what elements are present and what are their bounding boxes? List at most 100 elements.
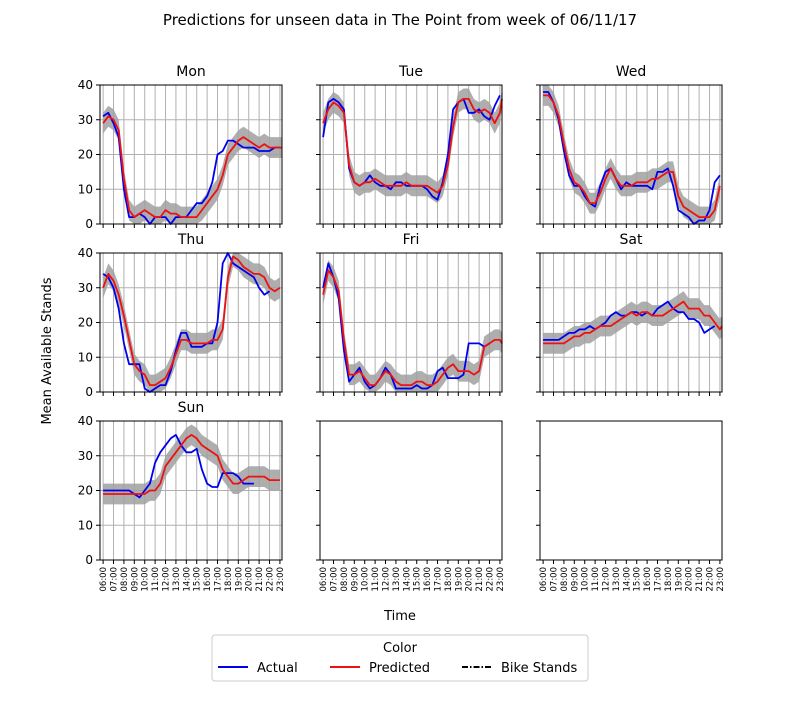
x-tick-label: 06:00 xyxy=(319,567,329,592)
y-tick-label: 20 xyxy=(78,484,93,498)
x-tick-label: 14:00 xyxy=(622,567,632,592)
empty-panel: 06:00 07:00 08:00 09:00 10:00 11:00 12:00 13:00… xyxy=(316,420,506,592)
x-tick-label: 08:00 xyxy=(560,567,570,592)
x-tick-label: 17:00 xyxy=(214,567,224,592)
y-tick-label: 0 xyxy=(85,385,93,399)
panel-thu: Thu 0 10 20 30 40 xyxy=(78,232,283,399)
y-tick-label: 20 xyxy=(78,316,93,330)
x-tick-label: 20:00 xyxy=(685,567,695,592)
x-tick-label: 09:00 xyxy=(350,567,360,592)
x-tick-label: 11:00 xyxy=(591,567,601,592)
x-tick-label: 09:00 xyxy=(130,567,140,592)
x-tick-label: 13:00 xyxy=(392,567,402,592)
x-tick-label: 21:00 xyxy=(255,567,265,592)
panel-title: Fri xyxy=(403,232,420,248)
x-tick-label: 20:00 xyxy=(465,567,475,592)
y-tick-label: 40 xyxy=(78,414,93,428)
confidence-band xyxy=(543,85,720,224)
x-tick-label: 11:00 xyxy=(371,567,381,592)
panel-sat: Sat xyxy=(536,232,723,396)
x-tick-label: 12:00 xyxy=(382,567,392,592)
x-tick-label: 10:00 xyxy=(581,567,591,592)
predicted-line xyxy=(102,255,281,387)
panel-sun: Sun 0 10 20 30 40 06:00 07:00 08:00 09:00 10:00 11:… xyxy=(78,400,286,592)
panel-mon: Mon 0 10 20 30 40 xyxy=(78,64,283,231)
x-tick-label: 10:00 xyxy=(141,567,151,592)
confidence-band xyxy=(103,424,280,505)
x-tick-label: 22:00 xyxy=(486,567,496,592)
y-tick-label: 40 xyxy=(78,78,93,92)
x-tick-label: 22:00 xyxy=(266,567,276,592)
x-tick-label: 09:00 xyxy=(570,567,580,592)
y-tick-label: 10 xyxy=(78,182,93,196)
y-tick-label: 30 xyxy=(78,449,93,463)
legend-label-actual: Actual xyxy=(257,661,298,676)
panel-title: Mon xyxy=(176,64,206,80)
y-tick-label: 10 xyxy=(78,518,93,532)
y-tick-label: 10 xyxy=(78,350,93,364)
figure-title: Predictions for unseen data in The Point… xyxy=(163,11,637,29)
x-tick-label: 19:00 xyxy=(674,567,684,592)
x-tick-label: 12:00 xyxy=(602,567,612,592)
x-axis-label: Time xyxy=(383,609,416,624)
panel-title: Tue xyxy=(398,64,423,80)
x-tick-label: 13:00 xyxy=(612,567,622,592)
y-tick-label: 0 xyxy=(85,217,93,231)
panel-tue: Tue xyxy=(316,64,503,228)
y-tick-label: 40 xyxy=(78,246,93,260)
x-tick-label: 23:00 xyxy=(496,567,506,592)
x-tick-label: 16:00 xyxy=(423,567,433,592)
x-tick-label: 08:00 xyxy=(120,567,130,592)
panel-frame xyxy=(319,420,503,561)
legend-title: Color xyxy=(383,641,418,656)
legend-label-predicted: Predicted xyxy=(369,661,430,676)
confidence-band xyxy=(103,105,282,224)
x-tick-label: 17:00 xyxy=(654,567,664,592)
x-tick-label: 18:00 xyxy=(224,567,234,592)
x-tick-label: 10:00 xyxy=(361,567,371,592)
panel-title: Sun xyxy=(178,400,205,416)
x-tick-label: 06:00 xyxy=(539,567,549,592)
y-axis-label: Mean Available Stands xyxy=(40,277,55,424)
x-tick-label: 18:00 xyxy=(444,567,454,592)
predicted-line xyxy=(102,115,282,219)
x-tick-label: 14:00 xyxy=(402,567,412,592)
x-tick-label: 15:00 xyxy=(193,567,203,592)
x-tick-label: 19:00 xyxy=(454,567,464,592)
panel-fri: Fri xyxy=(316,232,503,396)
x-tick-label: 17:00 xyxy=(434,567,444,592)
legend-box xyxy=(211,634,589,682)
x-tick-label: 19:00 xyxy=(234,567,244,592)
panel-title: Thu xyxy=(177,232,204,248)
x-tick-label: 23:00 xyxy=(276,567,286,592)
y-tick-label: 30 xyxy=(78,113,93,127)
x-tick-label: 12:00 xyxy=(162,567,172,592)
legend-label-bike-stands: Bike Stands xyxy=(501,661,578,676)
actual-line xyxy=(102,252,271,393)
x-tick-label: 21:00 xyxy=(475,567,485,592)
x-tick-label: 07:00 xyxy=(110,567,120,592)
x-tick-label: 15:00 xyxy=(633,567,643,592)
y-tick-label: 20 xyxy=(78,148,93,162)
x-tick-label: 23:00 xyxy=(716,567,726,592)
y-tick-label: 0 xyxy=(85,553,93,567)
empty-panel: 06:00 07:00 08:00 09:00 10:00 11:00 12:00 13:00… xyxy=(536,420,726,592)
legend: Color Actual Predicted Bike Stands xyxy=(211,634,589,682)
panel-wed: Wed xyxy=(536,64,723,228)
x-tick-label: 14:00 xyxy=(182,567,192,592)
x-tick-label: 20:00 xyxy=(245,567,255,592)
actual-line xyxy=(322,262,490,390)
predicted-line xyxy=(322,269,503,387)
x-tick-label: 16:00 xyxy=(203,567,213,592)
x-tick-label: 07:00 xyxy=(330,567,340,592)
x-tick-label: 07:00 xyxy=(550,567,560,592)
actual-line xyxy=(103,433,254,499)
confidence-band xyxy=(323,88,502,204)
predicted-line xyxy=(543,94,721,219)
predicted-line xyxy=(322,98,503,194)
panel-title: Sat xyxy=(620,232,643,248)
predicted-line xyxy=(103,433,280,495)
x-tick-label: 08:00 xyxy=(340,567,350,592)
actual-line xyxy=(102,111,280,225)
x-tick-label: 21:00 xyxy=(695,567,705,592)
